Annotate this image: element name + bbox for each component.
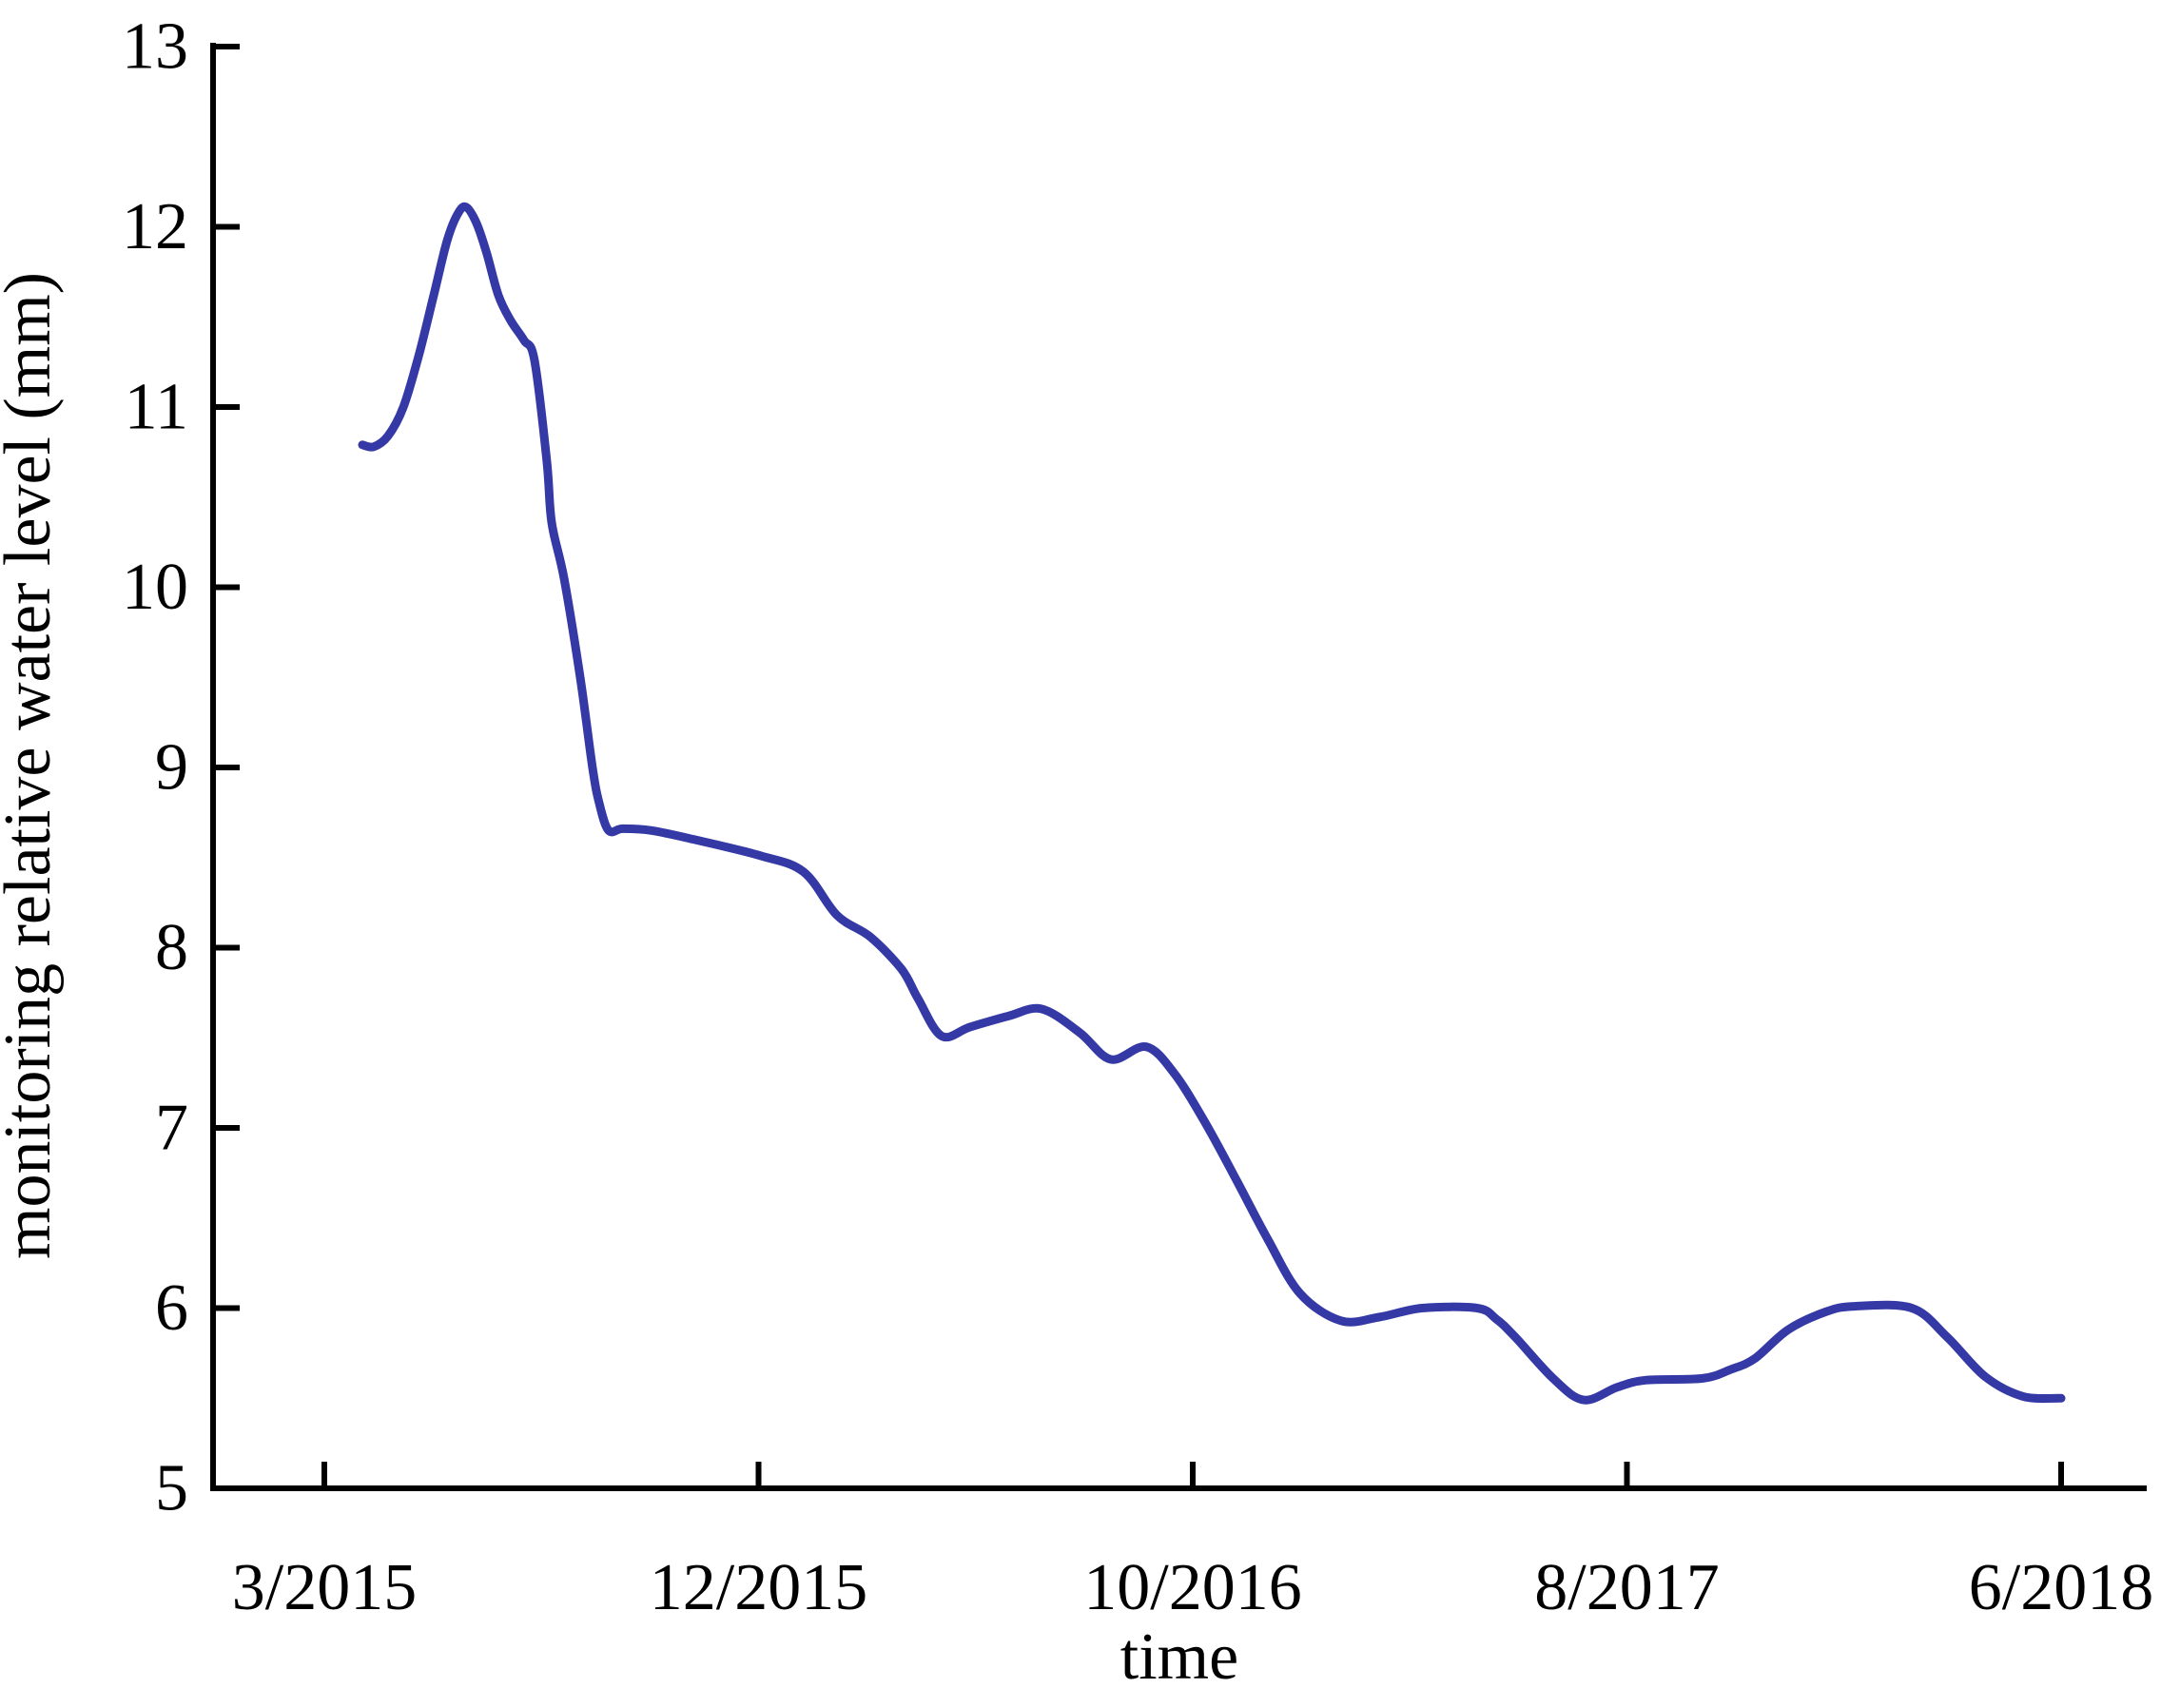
data-series [358, 202, 2066, 1405]
y-tick-label: 7 [155, 1092, 188, 1165]
y-tick-label: 6 [155, 1271, 188, 1345]
y-tick-label: 8 [155, 911, 188, 984]
axis-ticks [213, 44, 2064, 1491]
x-tick-label: 6/2018 [1969, 1551, 2153, 1624]
axis-spines [210, 43, 2147, 1491]
axes [210, 43, 2147, 1491]
x-tick-label: 10/2016 [1083, 1551, 1301, 1624]
y-tick-label: 13 [122, 10, 188, 84]
x-tick-label: 3/2015 [232, 1551, 417, 1624]
y-tick-label: 9 [155, 731, 188, 805]
water-level-line [358, 202, 2066, 1405]
y-axis-title: monitoring relative water level (mm) [0, 272, 65, 1259]
x-axis-title: time [1120, 1621, 1238, 1694]
y-tick-label: 5 [155, 1452, 188, 1525]
x-tick-label: 12/2015 [650, 1551, 867, 1624]
x-tick-label: 8/2017 [1534, 1551, 1719, 1624]
y-tick-label: 11 [125, 371, 188, 444]
axis-tick-labels: 13 12 11 10 9 8 7 6 5 3/2015 12/2015 10/2016 8/2017 6… [122, 10, 2153, 1625]
y-tick-label: 12 [122, 190, 188, 263]
y-tick-label: 10 [122, 551, 188, 624]
